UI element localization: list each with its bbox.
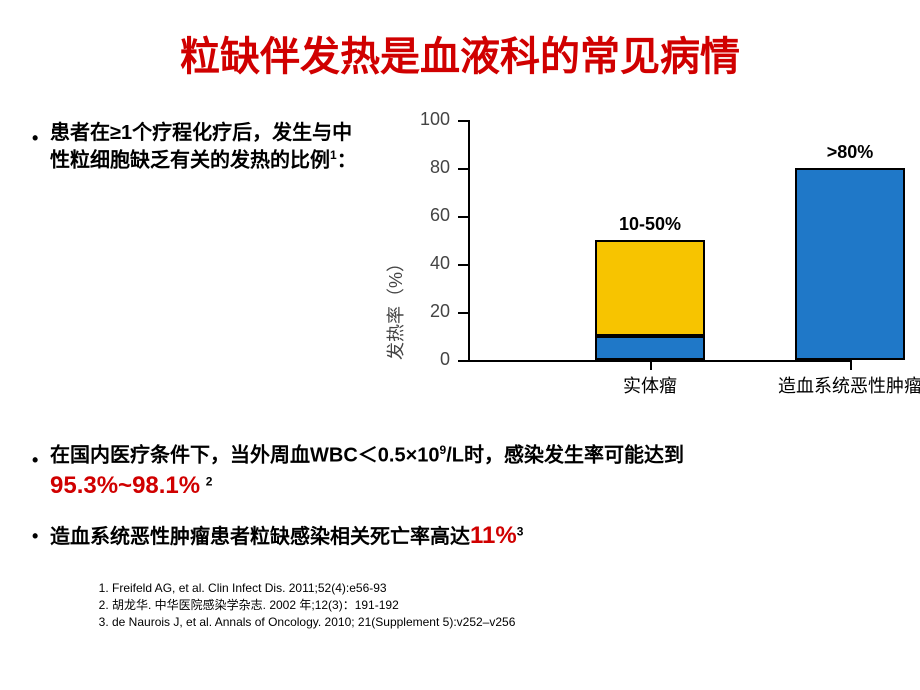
bullet-1-tail: ： (337, 150, 357, 172)
fever-rate-chart: 发热率（%） 10-50%>80%020406080100实体瘤造血系统恶性肿瘤 (380, 100, 880, 420)
bullet-dot-icon: • (32, 126, 38, 150)
reference-item: Freifeld AG, et al. Clin Infect Dis. 201… (112, 580, 870, 597)
chart-bar-value-label: 10-50% (580, 214, 720, 235)
bullet-3-highlight: 11% (470, 522, 517, 549)
chart-x-axis (468, 360, 850, 362)
chart-y-tick-label: 40 (390, 253, 450, 274)
reference-item: 胡龙华. 中华医院感染学杂志. 2002 年;12(3)：191-192 (112, 597, 870, 614)
chart-x-category-label: 实体瘤 (570, 372, 730, 398)
chart-y-tick-label: 60 (390, 205, 450, 226)
references-list: Freifeld AG, et al. Clin Infect Dis. 201… (90, 580, 870, 630)
bullet-3-part-a: 造血系统恶性肿瘤患者粒缺感染相关死亡率高达 (50, 526, 470, 548)
chart-y-tick (458, 312, 468, 314)
reference-item: de Naurois J, et al. Annals of Oncology.… (112, 614, 870, 631)
bullet-2-highlight: 95.3%~98.1% (50, 472, 200, 499)
bullet-dot-icon: • (32, 526, 38, 547)
chart-y-tick-label: 100 (390, 109, 450, 130)
chart-x-tick (650, 360, 652, 370)
bullet-1: • 患者在≥1个疗程化疗后，发生与中性粒细胞缺乏有关的发热的比例1： (50, 120, 360, 175)
bullet-2-ref-sup: 2 (206, 474, 213, 488)
bullet-2-part-b: /L时，感染发生率可能达到 (446, 445, 684, 467)
chart-x-tick (850, 360, 852, 370)
slide-title: 粒缺伴发热是血液科的常见病情 (0, 24, 920, 82)
chart-y-tick (458, 216, 468, 218)
bullet-2: • 在国内医疗条件下，当外周血WBC＜0.5×109/L时，感染发生率可能达到 … (50, 442, 870, 502)
chart-bar-segment (795, 168, 905, 360)
chart-x-category-label: 造血系统恶性肿瘤 (770, 372, 920, 398)
chart-y-tick-label: 20 (390, 301, 450, 322)
bullet-1-ref-sup: 1 (330, 148, 337, 162)
chart-y-tick-label: 80 (390, 157, 450, 178)
slide: 粒缺伴发热是血液科的常见病情 • 患者在≥1个疗程化疗后，发生与中性粒细胞缺乏有… (0, 0, 920, 690)
chart-y-tick-label: 0 (390, 349, 450, 370)
chart-y-tick (458, 360, 468, 362)
chart-y-tick (458, 168, 468, 170)
bullet-3: • 造血系统恶性肿瘤患者粒缺感染相关死亡率高达11%3 (50, 520, 870, 550)
chart-bar-segment (595, 336, 705, 360)
chart-bar-value-label: >80% (780, 142, 920, 163)
bullet-1-lead: 患者在≥1个疗程化疗后，发生与中性粒细胞缺乏有关的发热的比例 (50, 122, 352, 172)
chart-y-tick (458, 264, 468, 266)
bullet-3-ref-sup: 3 (517, 524, 524, 538)
chart-bar-segment (595, 240, 705, 336)
references: Freifeld AG, et al. Clin Infect Dis. 201… (90, 580, 870, 630)
chart-y-tick (458, 120, 468, 122)
bullet-dot-icon: • (32, 448, 38, 472)
bullet-2-part-a: 在国内医疗条件下，当外周血WBC＜0.5×10 (50, 445, 440, 467)
